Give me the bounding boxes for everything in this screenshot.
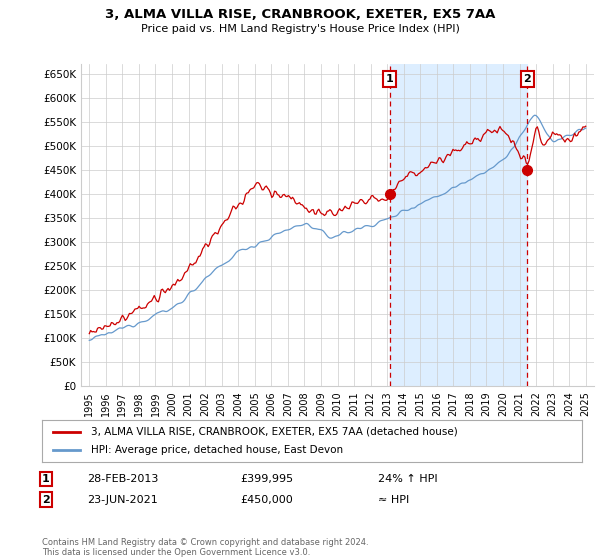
Text: 1: 1 bbox=[42, 474, 50, 484]
Text: Contains HM Land Registry data © Crown copyright and database right 2024.
This d: Contains HM Land Registry data © Crown c… bbox=[42, 538, 368, 557]
Text: 24% ↑ HPI: 24% ↑ HPI bbox=[378, 474, 437, 484]
Text: ≈ HPI: ≈ HPI bbox=[378, 494, 409, 505]
Text: 3, ALMA VILLA RISE, CRANBROOK, EXETER, EX5 7AA: 3, ALMA VILLA RISE, CRANBROOK, EXETER, E… bbox=[105, 8, 495, 21]
Text: £399,995: £399,995 bbox=[240, 474, 293, 484]
Text: 28-FEB-2013: 28-FEB-2013 bbox=[87, 474, 158, 484]
Text: HPI: Average price, detached house, East Devon: HPI: Average price, detached house, East… bbox=[91, 445, 343, 455]
Text: 2: 2 bbox=[523, 74, 531, 84]
Text: 3, ALMA VILLA RISE, CRANBROOK, EXETER, EX5 7AA (detached house): 3, ALMA VILLA RISE, CRANBROOK, EXETER, E… bbox=[91, 427, 457, 437]
Text: 23-JUN-2021: 23-JUN-2021 bbox=[87, 494, 158, 505]
Text: Price paid vs. HM Land Registry's House Price Index (HPI): Price paid vs. HM Land Registry's House … bbox=[140, 24, 460, 34]
Text: 1: 1 bbox=[386, 74, 394, 84]
Text: 2: 2 bbox=[42, 494, 50, 505]
Text: £450,000: £450,000 bbox=[240, 494, 293, 505]
Bar bbox=[390, 64, 527, 386]
